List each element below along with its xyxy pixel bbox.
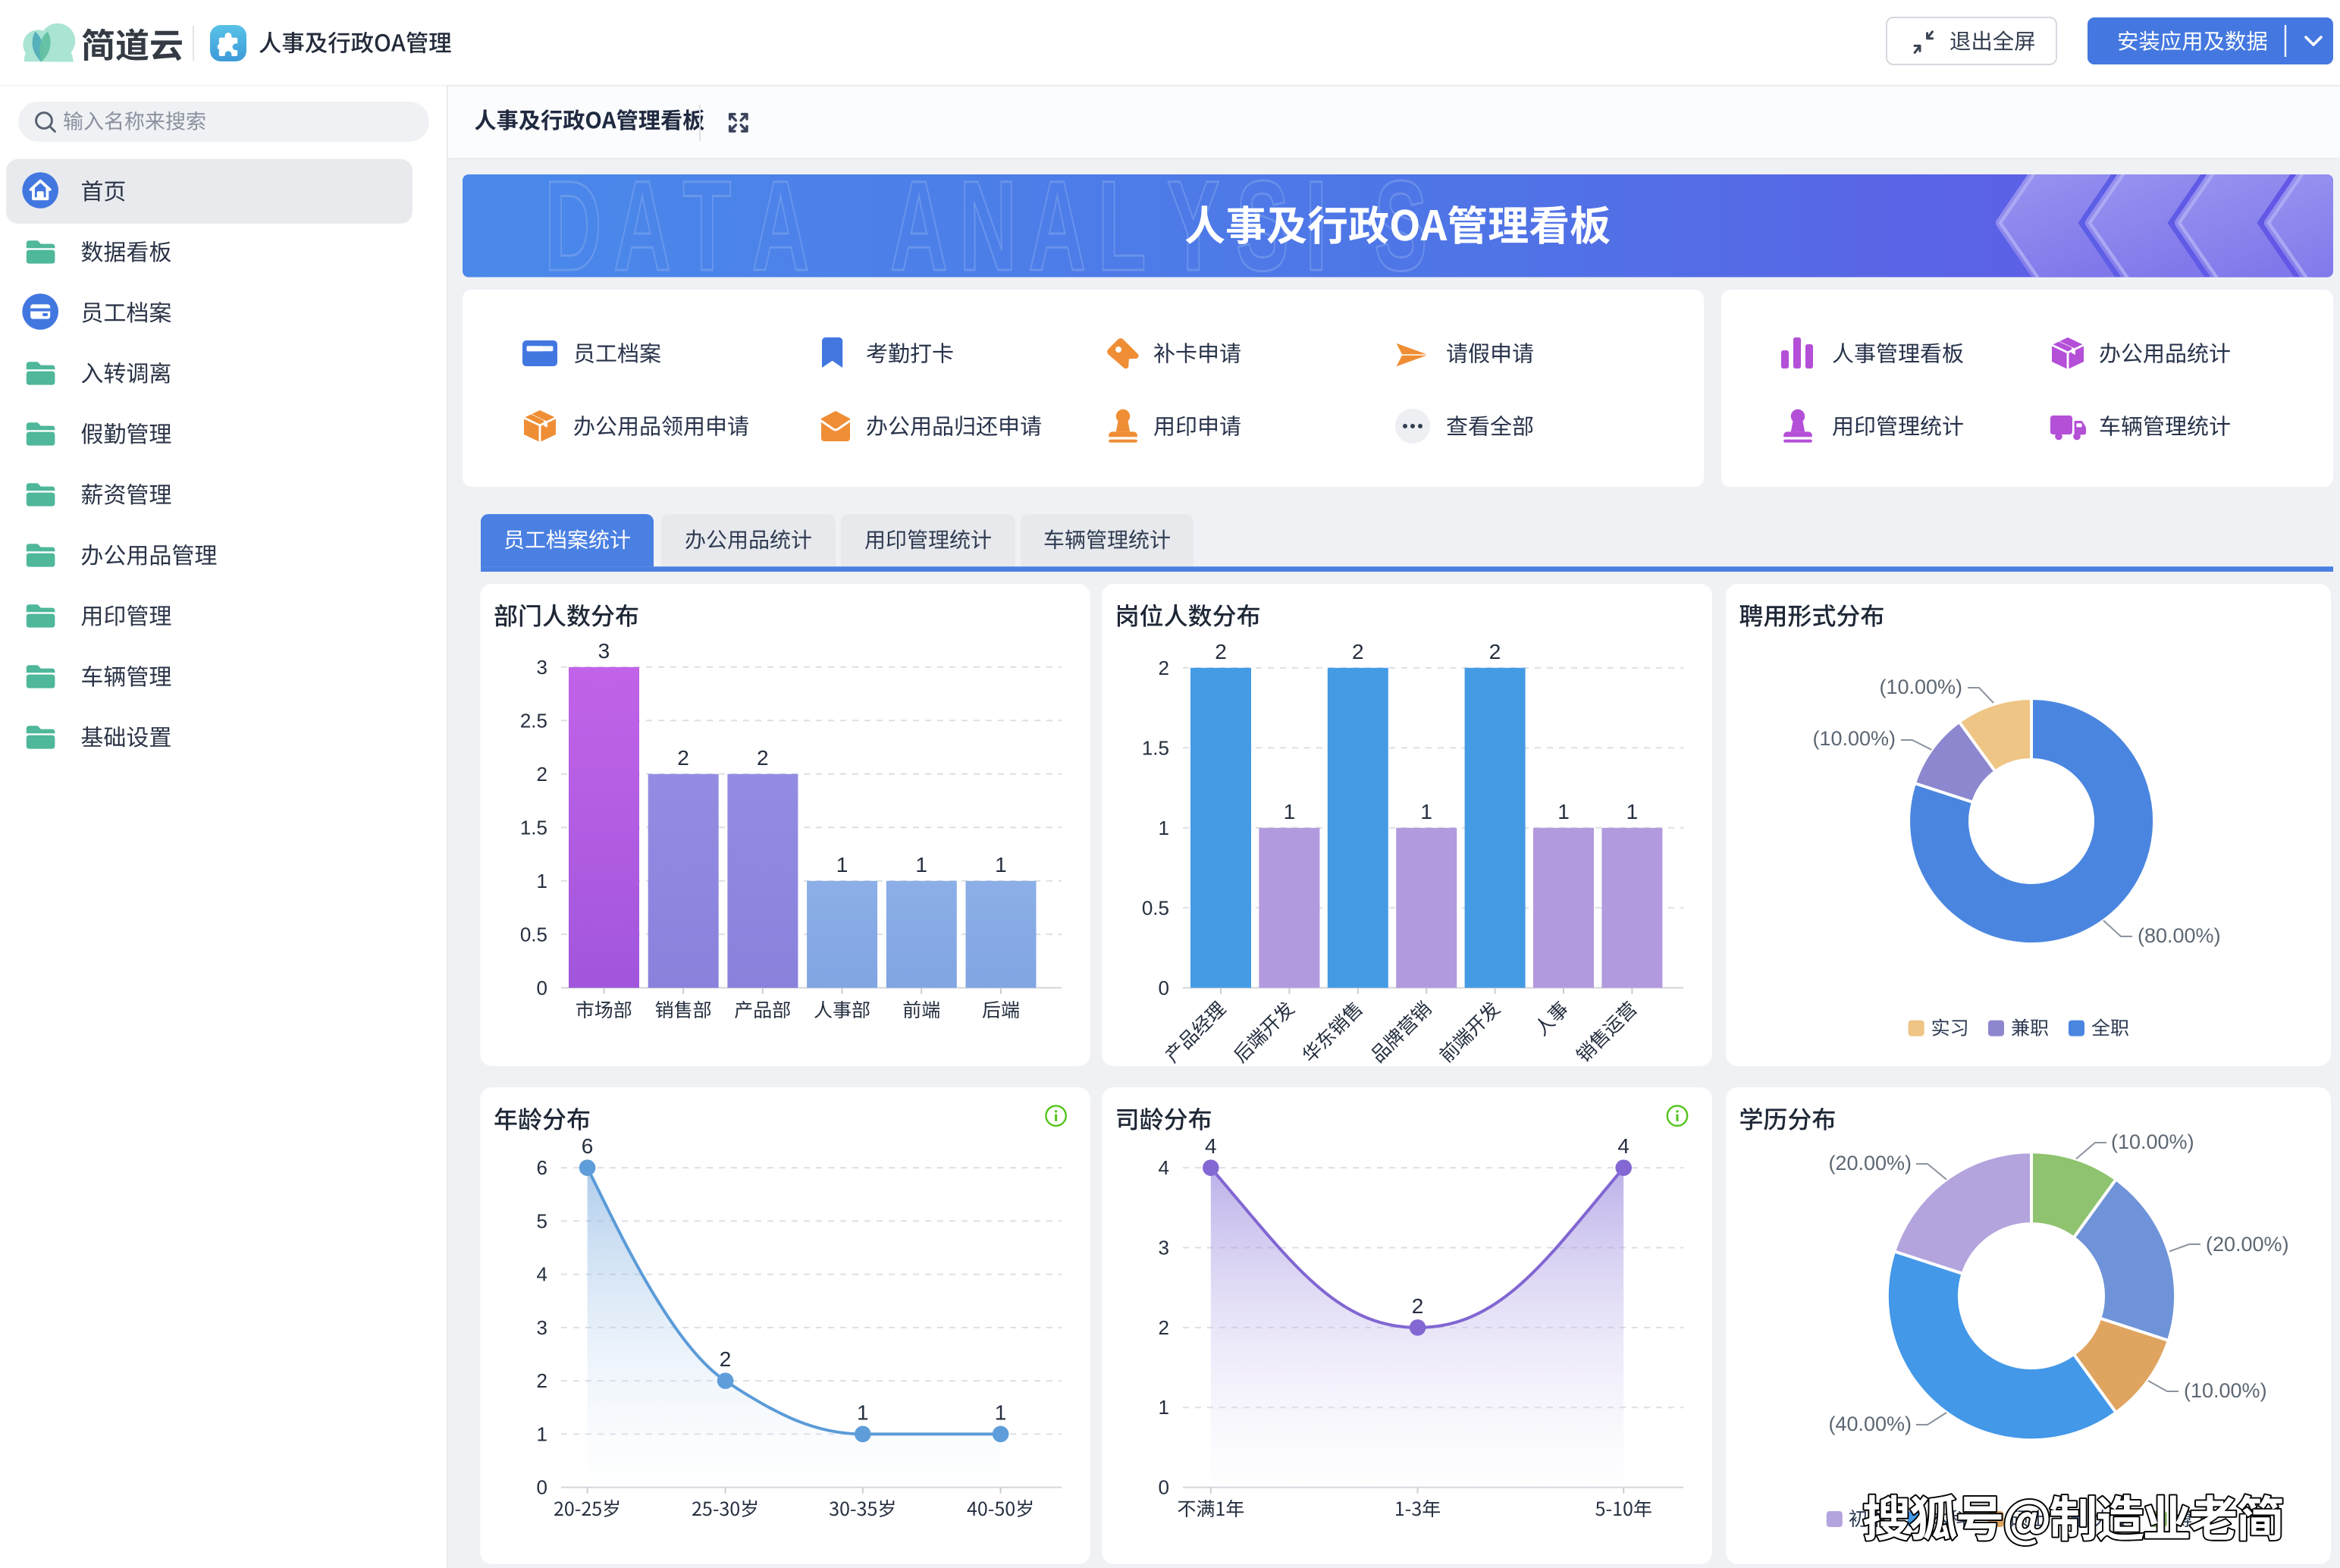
- svg-text:1: 1: [537, 1422, 547, 1445]
- svg-text:T: T: [682, 154, 731, 297]
- svg-text:A: A: [1028, 154, 1086, 297]
- svg-text:(10.00%): (10.00%): [2184, 1379, 2267, 1402]
- svg-text:N: N: [959, 154, 1017, 297]
- svg-text:L: L: [1098, 154, 1146, 297]
- svg-text:2: 2: [677, 746, 689, 770]
- svg-text:3: 3: [598, 639, 610, 663]
- svg-text:0: 0: [537, 1476, 547, 1499]
- svg-text:2: 2: [1159, 657, 1169, 679]
- svg-text:1: 1: [836, 853, 848, 877]
- svg-text:2: 2: [1352, 640, 1364, 663]
- svg-text:1.5: 1.5: [1142, 736, 1169, 759]
- svg-text:4: 4: [1617, 1134, 1630, 1158]
- svg-text:1: 1: [915, 853, 927, 877]
- svg-text:1: 1: [857, 1400, 869, 1424]
- svg-text:5: 5: [537, 1209, 547, 1232]
- svg-text:Y: Y: [1167, 154, 1220, 297]
- svg-text:0: 0: [1159, 977, 1169, 999]
- svg-text:1: 1: [537, 870, 547, 892]
- svg-text:2: 2: [537, 1369, 547, 1392]
- svg-text:6: 6: [537, 1156, 547, 1179]
- svg-text:(10.00%): (10.00%): [2111, 1131, 2194, 1153]
- svg-text:2.5: 2.5: [520, 709, 547, 732]
- svg-text:(80.00%): (80.00%): [2138, 924, 2221, 947]
- svg-text:1: 1: [995, 853, 1007, 877]
- svg-text:A: A: [890, 154, 948, 297]
- svg-text:0: 0: [1159, 1476, 1169, 1499]
- svg-text:2: 2: [720, 1347, 732, 1371]
- svg-text:(10.00%): (10.00%): [1812, 727, 1896, 750]
- svg-text:1: 1: [1420, 800, 1432, 823]
- svg-text:0.5: 0.5: [520, 923, 547, 946]
- svg-text:6: 6: [582, 1134, 594, 1158]
- svg-text:3: 3: [1159, 1237, 1169, 1259]
- svg-text:3: 3: [537, 656, 547, 679]
- svg-text:1: 1: [1557, 800, 1570, 823]
- svg-text:2: 2: [1215, 640, 1227, 663]
- svg-text:1: 1: [1626, 800, 1639, 823]
- svg-text:2: 2: [1412, 1294, 1424, 1318]
- svg-text:0.5: 0.5: [1142, 896, 1169, 919]
- svg-text:1.5: 1.5: [520, 816, 547, 839]
- svg-text:(20.00%): (20.00%): [2206, 1233, 2289, 1256]
- svg-text:(10.00%): (10.00%): [1879, 676, 1962, 698]
- svg-text:(40.00%): (40.00%): [1828, 1413, 1912, 1435]
- svg-text:1: 1: [1284, 800, 1296, 823]
- svg-text:4: 4: [1205, 1134, 1217, 1158]
- svg-text:1: 1: [1159, 1396, 1169, 1419]
- svg-text:4: 4: [1159, 1156, 1169, 1179]
- svg-text:2: 2: [1159, 1316, 1169, 1339]
- svg-text:4: 4: [537, 1263, 547, 1286]
- svg-text:A: A: [752, 154, 810, 297]
- svg-text:D: D: [544, 154, 602, 297]
- svg-text:2: 2: [1489, 640, 1501, 663]
- svg-text:1: 1: [995, 1400, 1007, 1424]
- svg-text:3: 3: [537, 1316, 547, 1339]
- svg-text:2: 2: [537, 763, 547, 786]
- svg-text:A: A: [613, 154, 671, 297]
- svg-text:1: 1: [1159, 817, 1169, 839]
- svg-text:2: 2: [757, 746, 769, 770]
- svg-text:0: 0: [537, 977, 547, 999]
- svg-text:(20.00%): (20.00%): [1828, 1152, 1912, 1174]
